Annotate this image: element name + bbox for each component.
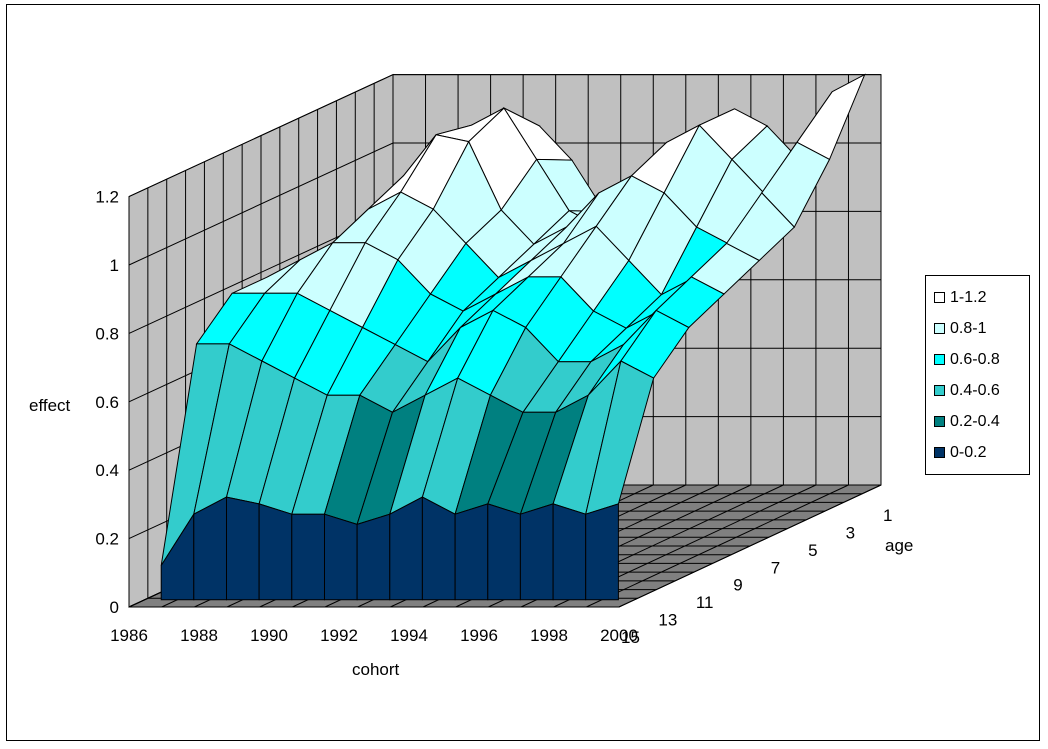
cohort-tick-label: 1998 <box>530 626 568 645</box>
z-tick-label: 0.6 <box>95 393 119 412</box>
legend-swatch <box>934 416 945 427</box>
surface-skirt <box>356 513 391 601</box>
cohort-tick-label: 1994 <box>390 626 428 645</box>
z-tick-label: 0 <box>110 598 119 617</box>
legend-swatch <box>934 447 945 458</box>
z-tick-label: 1 <box>110 256 119 275</box>
surface-skirt <box>324 513 358 601</box>
surface-skirt <box>291 513 325 601</box>
legend-item: 0.2-0.4 <box>934 406 1029 437</box>
z-tick-label: 1.2 <box>95 188 119 207</box>
z-tick-label: 0.4 <box>95 461 119 480</box>
legend-swatch <box>934 323 945 334</box>
legend-label: 0-0.2 <box>950 443 987 461</box>
legend-label: 1-1.2 <box>950 288 987 306</box>
legend-label: 0.4-0.6 <box>950 381 1000 399</box>
cohort-tick-label: 1988 <box>180 626 218 645</box>
surface-skirt <box>389 496 423 601</box>
surface-skirt <box>258 503 293 601</box>
legend-label: 0.8-1 <box>950 319 987 337</box>
age-tick-label: 5 <box>808 541 817 560</box>
age-tick-label: 3 <box>846 523 855 542</box>
age-tick-label: 7 <box>771 558 780 577</box>
legend-swatch <box>934 292 945 303</box>
surface-skirt <box>421 496 456 601</box>
age-tick-label: 9 <box>733 576 742 595</box>
chart-area: 0 0.2 0.4 0.6 0.8 1 1.2 1986 1988 1990 1992 1994 199… <box>6 4 1040 741</box>
age-tick-label: 15 <box>621 628 640 647</box>
z-tick-label: 0.8 <box>95 324 119 343</box>
surface-skirt <box>552 503 587 601</box>
cohort-tick-label: 1992 <box>320 626 358 645</box>
age-tick-label: 13 <box>658 611 677 630</box>
legend-label: 0.6-0.8 <box>950 350 1000 368</box>
z-tick-label: 0.2 <box>95 530 119 549</box>
legend-item: 0-0.2 <box>934 437 1029 468</box>
age-tick-label: 1 <box>883 506 892 525</box>
surface-skirt <box>519 503 554 601</box>
legend: 1-1.2 0.8-1 0.6-0.8 0.4-0.6 0.2-0.4 0-0.2 <box>925 275 1030 475</box>
axis-tick-labels: 0 0.2 0.4 0.6 0.8 1 1.2 1986 1988 1990 1992 1994 199… <box>95 188 892 647</box>
cohort-tick-label: 2000 <box>600 626 638 645</box>
legend-item: 0.6-0.8 <box>934 344 1029 375</box>
surface-skirt <box>585 503 619 601</box>
cohort-tick-label: 1986 <box>110 626 148 645</box>
cohort-tick-label: 1996 <box>460 626 498 645</box>
cohort-tick-label: 1990 <box>250 626 288 645</box>
surface-skirt <box>487 503 521 601</box>
depth-axis-label: age <box>885 536 913 555</box>
surface-plot <box>160 73 866 601</box>
legend-item: 0.4-0.6 <box>934 375 1029 406</box>
legend-swatch <box>934 354 945 365</box>
legend-item: 1-1.2 <box>934 282 1029 313</box>
y-axis-label: effect <box>29 396 71 415</box>
surface-skirt <box>454 503 489 601</box>
legend-swatch <box>934 385 945 396</box>
surface-chart: 0 0.2 0.4 0.6 0.8 1 1.2 1986 1988 1990 1992 1994 199… <box>29 73 913 679</box>
surface-skirt <box>226 496 260 601</box>
legend-item: 0.8-1 <box>934 313 1029 344</box>
surface-skirt <box>193 496 227 601</box>
legend-label: 0.2-0.4 <box>950 412 1000 430</box>
age-tick-label: 11 <box>696 593 714 612</box>
x-axis-label: cohort <box>352 660 400 679</box>
